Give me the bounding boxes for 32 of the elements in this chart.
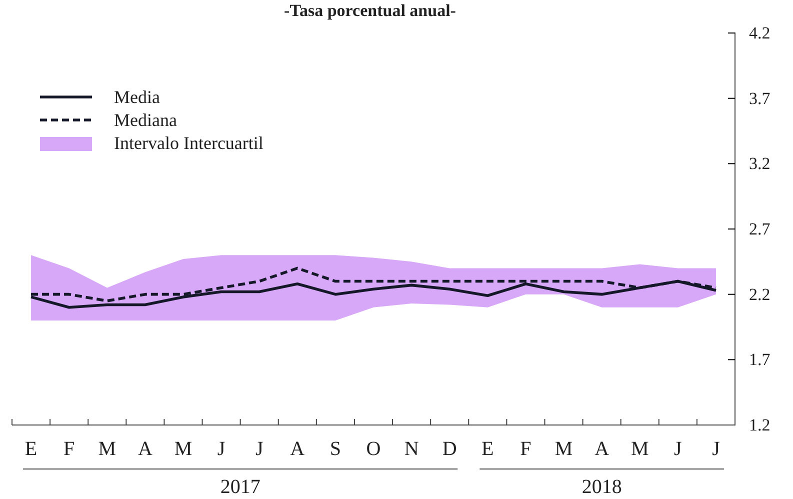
text: 2017: [220, 476, 260, 498]
x-tick-label: A: [138, 438, 153, 460]
chart-title: -Tasa porcentual anual-: [284, 1, 456, 20]
legend-label: Mediana: [114, 110, 177, 130]
x-tick-label: F: [520, 438, 532, 460]
x-tick-label: E: [24, 438, 38, 460]
y-tick-label: 3.7: [749, 88, 771, 108]
x-tick-label: F: [64, 438, 75, 460]
x-tick-label: O: [366, 438, 381, 460]
y-tick-label: 2.7: [749, 219, 771, 238]
x-tick-label: A: [594, 438, 610, 460]
y-tick-label: 3.2: [749, 154, 770, 174]
y-tick-label: 4.2: [749, 23, 770, 42]
x-tick-label: S: [330, 438, 342, 460]
legend-label: Intervalo Intercuartil: [114, 133, 264, 153]
x-tick-label: J: [217, 438, 226, 460]
x-tick-label: D: [442, 438, 457, 460]
x-tick-label: J: [712, 438, 720, 460]
y-tick-label: 1.7: [749, 350, 771, 370]
x-tick-label: N: [404, 438, 419, 460]
legend-label: Media: [114, 87, 160, 107]
x-tick-label: M: [174, 438, 192, 460]
x-tick-label: E: [482, 438, 494, 460]
x-tick-label: M: [630, 438, 649, 460]
x-tick-label: A: [290, 438, 306, 460]
text: 2018: [582, 476, 622, 498]
x-tick-label: M: [98, 438, 116, 460]
x-tick-label: J: [674, 438, 682, 460]
x-tick-label: M: [554, 438, 573, 460]
y-tick-label: 2.2: [749, 284, 770, 304]
x-tick-label: J: [255, 438, 264, 460]
y-tick-label: 1.2: [749, 415, 770, 434]
